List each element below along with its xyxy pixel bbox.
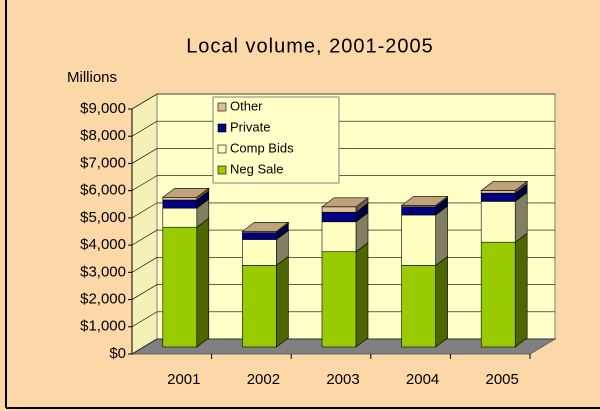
bar [480, 190, 516, 194]
bar [401, 265, 436, 348]
x-tick-label: 2004 [406, 371, 439, 388]
bar [242, 239, 277, 266]
bar-top [400, 196, 449, 206]
bar [162, 199, 198, 209]
bar [162, 207, 198, 228]
bar-top [161, 187, 210, 198]
bar-side [196, 217, 210, 348]
bar-top [241, 222, 290, 232]
legend-label: Other [230, 98, 263, 113]
bar [321, 211, 357, 223]
bar-side [435, 255, 448, 348]
legend-swatch [217, 102, 227, 112]
y-tick-label: $5,000 [80, 209, 126, 226]
bar [321, 206, 357, 213]
bar-side [276, 255, 289, 348]
bar-top [480, 181, 529, 191]
grid-line [131, 93, 555, 110]
legend-swatch [217, 144, 227, 154]
grid-line [131, 120, 555, 137]
legend-label: Neg Sale [230, 161, 283, 176]
x-tick-label: 2003 [326, 371, 359, 388]
bar [242, 232, 277, 240]
x-tick-label: 2005 [486, 371, 519, 388]
grid-line [131, 175, 555, 191]
chart-title: Local volume, 2001-2005 [186, 35, 434, 57]
bar [480, 201, 516, 243]
y-tick-label: $7,000 [80, 154, 126, 171]
legend-swatch [217, 123, 227, 133]
bar [162, 196, 198, 201]
bar [321, 221, 357, 253]
y-tick-label: $3,000 [80, 263, 126, 280]
y-tick-label: $4,000 [80, 236, 126, 253]
y-tick-label: $6,000 [80, 182, 126, 199]
y-tick-label: $2,000 [80, 291, 126, 308]
bar [242, 265, 277, 348]
x-tick-label: 2001 [167, 371, 200, 388]
bar [480, 192, 516, 202]
bar-side [355, 242, 369, 348]
grid-line [131, 148, 555, 164]
y-tick-label: $9,000 [80, 100, 126, 117]
legend-label: Private [230, 119, 270, 134]
bar [480, 241, 516, 348]
y-tick-label: $1,000 [80, 318, 126, 335]
legend [212, 96, 340, 184]
bar [401, 206, 436, 216]
bar-side [435, 205, 448, 266]
side-wall [131, 93, 158, 355]
legend-swatch [217, 165, 227, 175]
x-tick-label: 2002 [247, 371, 280, 388]
bar [162, 226, 198, 348]
bar-side [514, 232, 528, 348]
y-tick-label: $8,000 [80, 127, 126, 144]
bar [321, 251, 357, 348]
bar-top [321, 197, 369, 208]
y-tick-label: $0 [109, 345, 126, 362]
y-axis-label: Millions [67, 69, 117, 86]
bar [401, 214, 436, 266]
legend-label: Comp Bids [230, 140, 294, 155]
